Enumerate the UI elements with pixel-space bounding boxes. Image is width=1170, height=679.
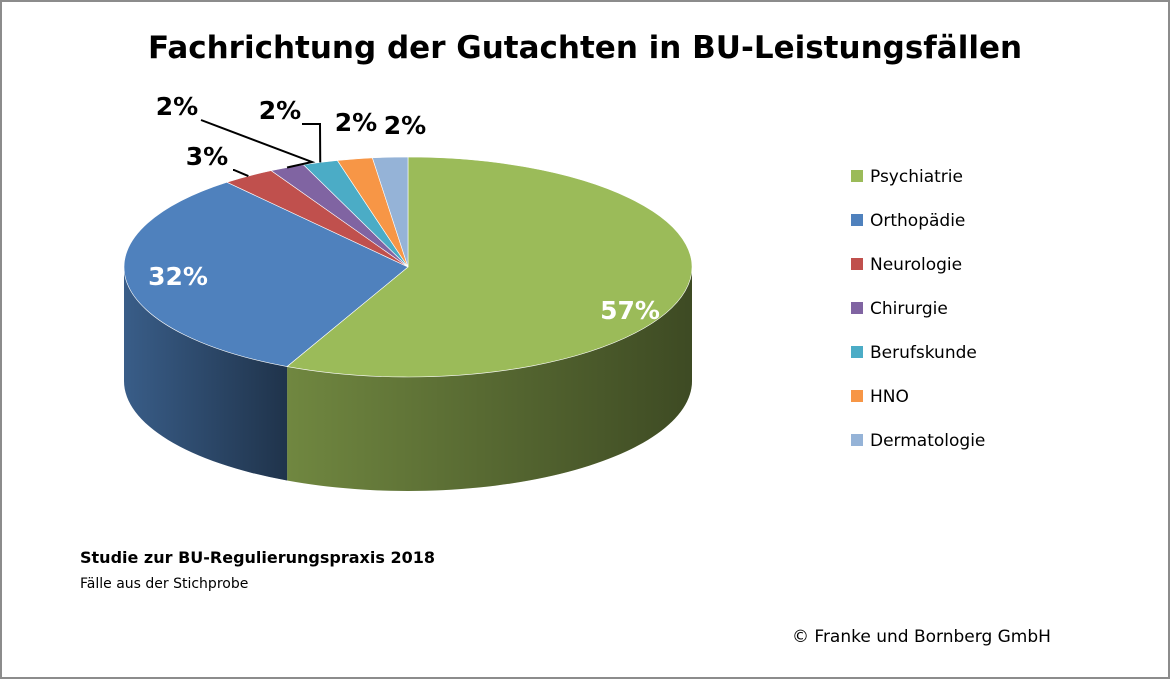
legend-swatch-neurologie <box>851 258 863 270</box>
legend-swatch-orthopädie <box>851 214 863 226</box>
pie-side-shade <box>124 267 288 481</box>
legend: Psychiatrie Orthopädie Neurologie Chirurgie… <box>851 167 985 451</box>
pie-slice-dermatologie <box>371 156 409 268</box>
legend-swatch-berufskunde <box>851 346 863 358</box>
legend-swatch-psychiatrie <box>851 170 863 182</box>
data-label-chirurgie: 2% <box>156 92 198 121</box>
legend-swatch-hno <box>851 390 863 402</box>
pie-sides <box>124 267 692 491</box>
data-label-dermatologie: 2% <box>384 111 426 140</box>
data-label-psychiatrie: 57% <box>600 296 660 325</box>
data-label-berufskunde: 2% <box>259 96 301 125</box>
leader-line <box>200 119 316 169</box>
leader-line <box>302 123 322 163</box>
pie-top <box>123 156 693 378</box>
study-subtitle: Fälle aus der Stichprobe <box>80 576 249 592</box>
pie-side-shade <box>287 267 692 491</box>
legend-swatch-dermatologie <box>851 434 863 446</box>
legend-label-berufskunde: Berufskunde <box>870 343 977 363</box>
legend-swatch-chirurgie <box>851 302 863 314</box>
legend-label-hno: HNO <box>870 387 909 407</box>
data-label-hno: 2% <box>335 108 377 137</box>
legend-label-orthopädie: Orthopädie <box>870 211 965 231</box>
data-label-orthopädie: 32% <box>148 262 208 291</box>
pie-labels: 57%32%3%2% 2% 2% 2% <box>148 92 660 325</box>
legend-label-chirurgie: Chirurgie <box>870 299 948 319</box>
data-label-neurologie: 3% <box>186 142 228 171</box>
copyright-text: © Franke und Bornberg GmbH <box>792 627 1051 647</box>
pie-slice-psychiatrie <box>286 156 693 378</box>
legend-label-neurologie: Neurologie <box>870 255 962 275</box>
chart-title: Fachrichtung der Gutachten in BU-Leistun… <box>147 30 1023 66</box>
pie-slice-orthopädie <box>123 181 409 367</box>
legend-label-psychiatrie: Psychiatrie <box>870 167 963 187</box>
legend-label-dermatologie: Dermatologie <box>870 431 985 451</box>
study-title: Studie zur BU-Regulierungspraxis 2018 <box>80 548 435 567</box>
leader-line <box>233 169 249 177</box>
